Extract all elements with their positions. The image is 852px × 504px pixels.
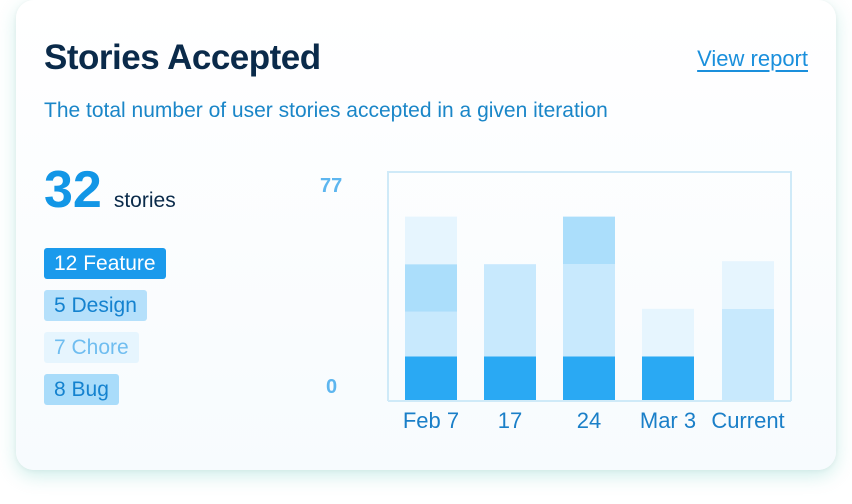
bar-segment-feature-0 — [405, 356, 457, 401]
bar-segment-bug-0 — [405, 264, 457, 312]
bar-segment-feature-3 — [642, 356, 694, 401]
x-tick-label: Mar 3 — [640, 408, 696, 433]
legend-chore-badge: 7 Chore — [44, 332, 139, 363]
legend-feature-badge: 12 Feature — [44, 248, 166, 279]
x-tick-label: Current — [711, 408, 784, 433]
bar-segment-feature-1 — [484, 356, 536, 401]
y-axis-min-label: 0 — [326, 376, 338, 398]
bar-segment-design-2 — [563, 264, 615, 357]
x-tick-label: 17 — [498, 408, 522, 433]
x-tick-label: 24 — [577, 408, 601, 433]
view-report-link[interactable]: View report — [697, 46, 808, 71]
legend-design-badge: 5 Design — [44, 290, 147, 321]
bar-segment-chore-4 — [722, 261, 774, 309]
card-title: Stories Accepted — [44, 38, 321, 77]
bar-segment-chore-3 — [642, 308, 694, 357]
bar-segment-chore-0 — [405, 216, 457, 265]
total-stories: 32 stories — [44, 164, 176, 216]
total-stories-unit: stories — [113, 189, 176, 212]
bar-segment-feature-2 — [563, 356, 615, 401]
legend-bug-badge: 8 Bug — [44, 374, 119, 405]
y-axis-max-label: 77 — [320, 175, 343, 197]
bar-segment-design-4 — [722, 308, 774, 401]
card-subtitle: The total number of user stories accepte… — [44, 99, 608, 122]
x-tick-label: Feb 7 — [403, 408, 459, 433]
bar-segment-design-0 — [405, 311, 457, 357]
bar-segment-design-1 — [484, 264, 536, 357]
total-stories-value: 32 — [44, 161, 102, 219]
bar-segment-bug-2 — [563, 216, 615, 265]
plot-frame — [387, 171, 792, 401]
